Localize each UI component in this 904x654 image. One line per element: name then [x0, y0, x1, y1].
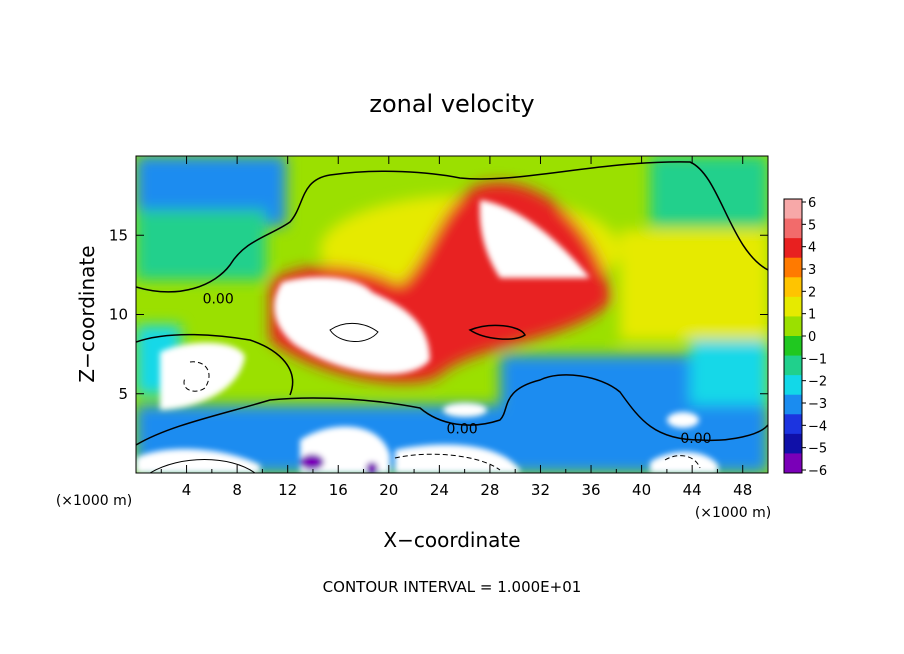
x-tick-label: 32	[531, 481, 550, 499]
field-region-cyan-topright	[650, 156, 768, 226]
field-blob-white-bottom-center	[395, 444, 520, 473]
x-tick-label: 28	[480, 481, 499, 499]
contour-positive-center	[329, 323, 379, 342]
colorbar-label: −5	[808, 442, 827, 457]
contour-label: 0.00	[680, 431, 711, 447]
colorbar-label: 1	[808, 308, 816, 323]
colorbar-label: −3	[808, 397, 827, 412]
colorbar-label: 4	[808, 241, 816, 256]
contour-negative-bottom	[394, 453, 501, 471]
velocity-field: 0.00 0.00 0.00	[136, 156, 768, 473]
contour-negative-right	[664, 455, 701, 469]
colorbar-label: 6	[808, 196, 816, 211]
field-blob-white-small-1	[443, 403, 487, 417]
contour-label: 0.00	[203, 292, 234, 308]
y-axis-label: Z−coordinate	[75, 245, 99, 382]
field-blob-white-bottom-left	[136, 448, 260, 473]
contour-negative-left	[183, 361, 210, 392]
colorbar-segment	[784, 238, 802, 259]
contour-zero-island	[468, 324, 526, 340]
contour-positive-bottomleft	[149, 459, 256, 473]
colorbar-label: −6	[808, 464, 827, 479]
chart-title: zonal velocity	[369, 90, 534, 118]
colorbar-segment	[784, 414, 802, 435]
x-tick-label: 8	[232, 481, 242, 499]
y-tick-label: 15	[109, 226, 128, 244]
x-tick-label: 36	[581, 481, 600, 499]
x-tick-label: 48	[733, 481, 752, 499]
x-tick-label: 16	[329, 481, 348, 499]
x-tick-label: 20	[379, 481, 398, 499]
x-axis-label: X−coordinate	[383, 528, 520, 552]
colorbar-segment	[784, 375, 802, 396]
colorbar-segment	[784, 336, 802, 357]
contour-zero-left	[136, 333, 294, 396]
colorbar: 6 5 4 3 2 1 0 −1 −2 −3 −4 −5 −6	[783, 196, 827, 479]
x-tick-label: 24	[430, 481, 449, 499]
field-region-yellow-right	[620, 230, 768, 340]
field-blob-purple-1	[300, 454, 324, 470]
x-tick-label: 12	[278, 481, 297, 499]
colorbar-label: −1	[808, 352, 827, 367]
x-unit-left: (×1000 m)	[56, 493, 132, 509]
field-blob-white-left	[160, 342, 245, 410]
field-blob-white-bottom-right	[650, 451, 718, 473]
x-tick-label: 44	[683, 481, 702, 499]
colorbar-label: 0	[808, 330, 816, 345]
colorbar-segment	[784, 199, 802, 220]
contour-interval-note: CONTOUR INTERVAL = 1.000E+01	[323, 578, 582, 596]
colorbar-label: −2	[808, 375, 827, 390]
colorbar-segment	[784, 277, 802, 298]
x-tick-label: 4	[182, 481, 192, 499]
colorbar-segment	[784, 218, 802, 239]
colorbar-segment	[784, 316, 802, 337]
contour-label: 0.00	[447, 422, 478, 438]
x-unit-right: (×1000 m)	[695, 505, 771, 521]
field-region-cyan-left	[136, 210, 266, 280]
colorbar-segment	[784, 257, 802, 278]
y-tick-label: 10	[109, 306, 128, 324]
colorbar-segment	[784, 433, 802, 454]
field-blob-white-upper	[479, 200, 590, 278]
colorbar-segment	[784, 453, 802, 474]
field-blob-purple-2	[366, 462, 378, 473]
colorbar-label: 3	[808, 263, 816, 278]
colorbar-label: 2	[808, 285, 816, 300]
y-tick-label: 5	[118, 385, 128, 403]
colorbar-segment	[784, 394, 802, 415]
field-blob-white-center	[274, 277, 430, 375]
field-blob-white-small-2	[667, 412, 699, 428]
contour-zero-lower	[136, 374, 768, 446]
contour-labels: 0.00 0.00 0.00	[203, 292, 712, 447]
colorbar-label: 5	[808, 218, 816, 233]
colorbar-label: −4	[808, 419, 827, 434]
colorbar-segment	[784, 296, 802, 317]
x-tick-label: 40	[632, 481, 651, 499]
colorbar-segment	[784, 355, 802, 376]
